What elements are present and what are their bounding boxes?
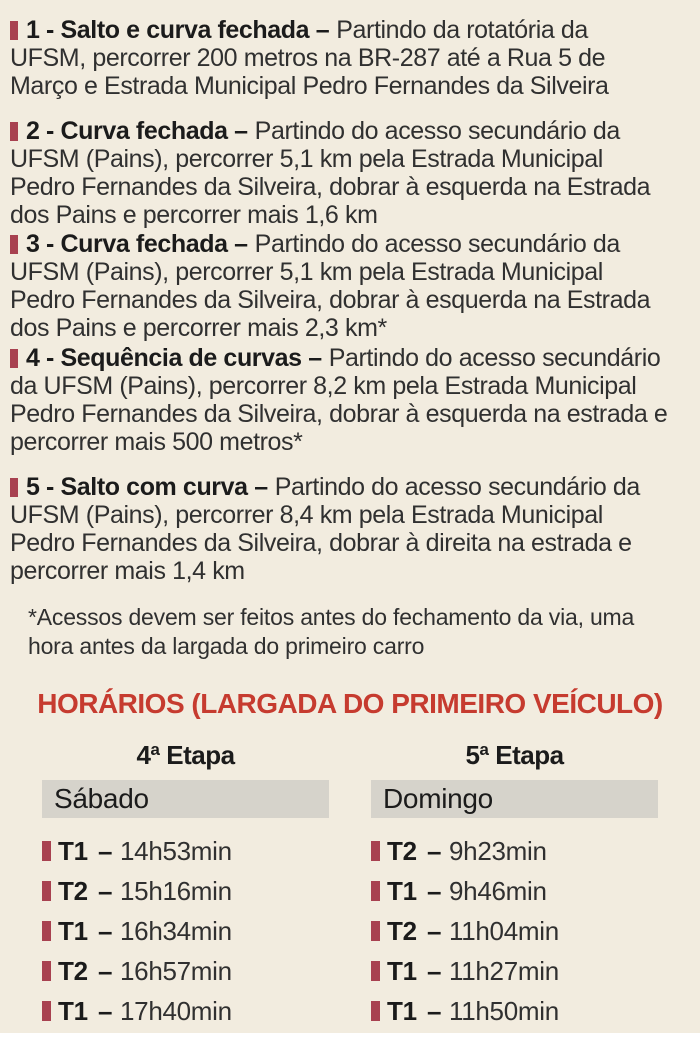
dash-separator: –	[98, 915, 113, 946]
stage-time-label: T1	[58, 915, 88, 946]
time-list: T1 – 14h53min T2 – 15h16min T1 – 16h34mi…	[42, 831, 329, 1031]
access-footnote: *Acessos devem ser feitos antes do fecha…	[28, 604, 635, 659]
spot-description: Partindo do acesso secundário da UFSM (P…	[10, 117, 651, 229]
spot-item-2: 2 - Curva fechada – Partindo do acesso se…	[10, 117, 670, 229]
stage-time-label: T1	[387, 995, 417, 1026]
start-time: 14h53min	[120, 835, 232, 866]
stage-time-label: T1	[387, 875, 417, 906]
start-time: 16h57min	[120, 955, 232, 986]
spot-item-5: 5 - Salto com curva – Partindo do acesso …	[10, 473, 670, 585]
red-square-bullet-icon	[42, 881, 51, 901]
stage-time-label: T2	[387, 915, 417, 946]
spot-title: 1 - Salto e curva fechada –	[26, 16, 330, 44]
start-time: 11h50min	[449, 995, 559, 1026]
red-square-bullet-icon	[10, 349, 18, 368]
red-square-bullet-icon	[42, 1001, 51, 1021]
start-time: 11h27min	[449, 955, 559, 986]
time-row: T1 – 11h50min	[371, 991, 658, 1031]
spot-title: 5 - Salto com curva –	[26, 473, 268, 501]
dash-separator: –	[427, 995, 442, 1026]
stage-name: 4ª Etapa	[136, 740, 235, 770]
start-time: 9h23min	[449, 835, 547, 866]
time-row: T2 – 11h04min	[371, 911, 658, 951]
stage-name: 5ª Etapa	[465, 740, 564, 770]
red-square-bullet-icon	[371, 841, 380, 861]
spot-item-1: 1 - Salto e curva fechada – Partindo da r…	[10, 16, 670, 100]
schedule-columns: 4ª Etapa Sábado T1 – 14h53min T2 – 15h16…	[42, 740, 658, 1031]
red-square-bullet-icon	[371, 881, 380, 901]
start-time: 17h40min	[120, 995, 232, 1026]
red-square-bullet-icon	[42, 841, 51, 861]
stage-time-label: T2	[58, 955, 88, 986]
dash-separator: –	[98, 955, 113, 986]
spot-description: Partindo do acesso secundário da UFSM (P…	[10, 344, 668, 456]
time-list: T2 – 9h23min T1 – 9h46min T2 – 11h04min	[371, 831, 658, 1031]
spot-title: 2 - Curva fechada –	[26, 117, 248, 145]
stage-time-label: T1	[58, 995, 88, 1026]
red-square-bullet-icon	[42, 921, 51, 941]
red-square-bullet-icon	[10, 122, 18, 141]
day-header-saturday: Sábado	[42, 780, 329, 818]
day-header-sunday: Domingo	[371, 780, 658, 818]
spot-item-4: 4 - Sequência de curvas – Partindo do ace…	[10, 344, 670, 456]
red-square-bullet-icon	[371, 1001, 380, 1021]
red-square-bullet-icon	[371, 961, 380, 981]
start-time: 15h16min	[120, 875, 232, 906]
start-time: 16h34min	[120, 915, 232, 946]
time-row: T2 – 9h23min	[371, 831, 658, 871]
spot-item-3: 3 - Curva fechada – Partindo do acesso se…	[10, 230, 670, 342]
dash-separator: –	[427, 835, 442, 866]
red-square-bullet-icon	[10, 235, 18, 254]
stage-time-label: T1	[58, 835, 88, 866]
schedule-heading: HORÁRIOS (LARGADA DO PRIMEIRO VEÍCULO)	[37, 688, 663, 719]
spot-description: Partindo da rotatória da UFSM, percorrer…	[10, 16, 609, 100]
time-row: T2 – 15h16min	[42, 871, 329, 911]
start-time: 9h46min	[449, 875, 547, 906]
schedule-column-etapa-5: 5ª Etapa Domingo T2 – 9h23min T1 – 9h46m…	[371, 740, 658, 1031]
start-time: 11h04min	[449, 915, 559, 946]
stage-time-label: T2	[58, 875, 88, 906]
time-row: T1 – 11h27min	[371, 951, 658, 991]
dash-separator: –	[98, 835, 113, 866]
dash-separator: –	[427, 915, 442, 946]
red-square-bullet-icon	[42, 961, 51, 981]
red-square-bullet-icon	[10, 478, 18, 497]
red-square-bullet-icon	[371, 921, 380, 941]
time-row: T1 – 17h40min	[42, 991, 329, 1031]
time-row: T1 – 14h53min	[42, 831, 329, 871]
time-row: T1 – 16h34min	[42, 911, 329, 951]
dash-separator: –	[98, 995, 113, 1026]
schedule-column-etapa-4: 4ª Etapa Sábado T1 – 14h53min T2 – 15h16…	[42, 740, 329, 1031]
stage-time-label: T1	[387, 955, 417, 986]
dash-separator: –	[427, 955, 442, 986]
time-row: T2 – 16h57min	[42, 951, 329, 991]
spot-title: 3 - Curva fechada –	[26, 230, 248, 258]
stage-time-label: T2	[387, 835, 417, 866]
spot-description: Partindo do acesso secundário da UFSM (P…	[10, 473, 640, 585]
spot-title: 4 - Sequência de curvas –	[26, 344, 322, 372]
time-row: T1 – 9h46min	[371, 871, 658, 911]
spot-description: Partindo do acesso secundário da UFSM (P…	[10, 230, 651, 342]
dash-separator: –	[427, 875, 442, 906]
dash-separator: –	[98, 875, 113, 906]
red-square-bullet-icon	[10, 21, 18, 40]
